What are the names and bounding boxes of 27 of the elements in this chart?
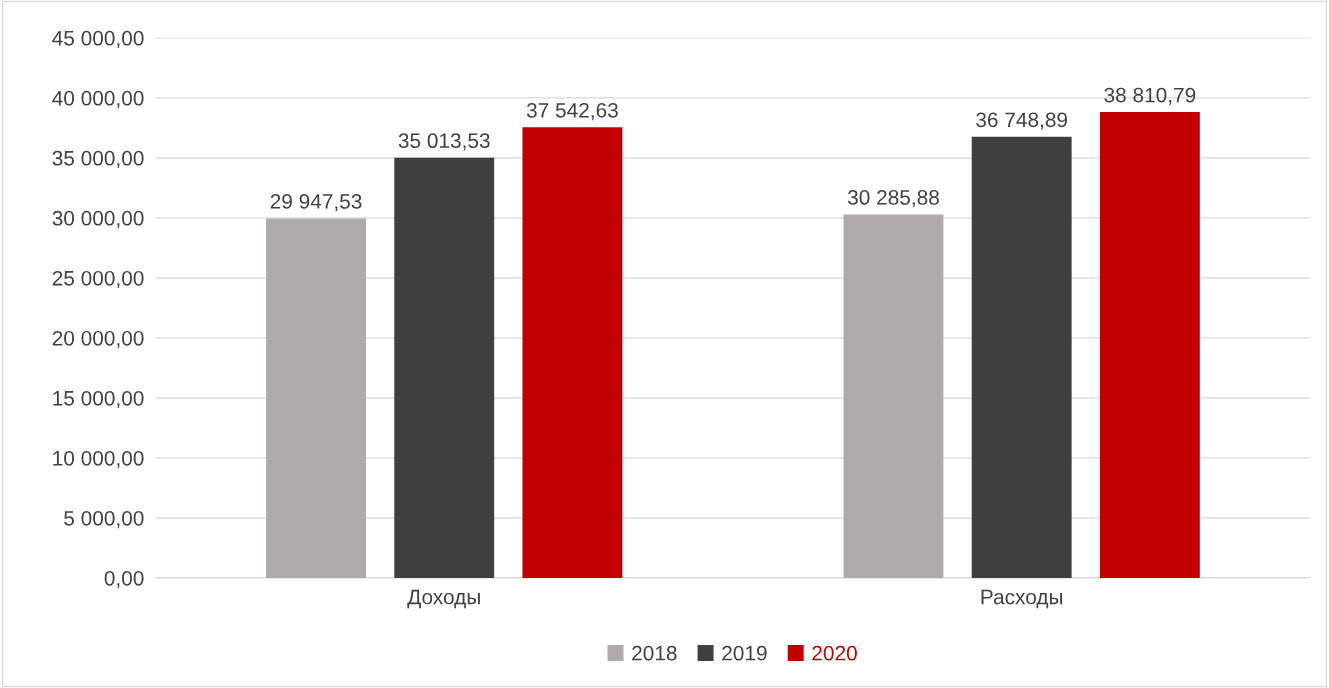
y-tick-label: 20 000,00 bbox=[52, 330, 144, 349]
y-tick-label: 0,00 bbox=[104, 570, 144, 589]
data-label: 35 013,53 bbox=[398, 133, 490, 151]
data-label: 37 542,63 bbox=[526, 102, 618, 121]
bar bbox=[522, 127, 623, 578]
y-tick-label: 40 000,00 bbox=[52, 90, 144, 109]
bar bbox=[394, 157, 495, 578]
data-label: 30 285,88 bbox=[847, 190, 939, 208]
legend-label: 2018 bbox=[632, 645, 677, 661]
y-tick-label: 30 000,00 bbox=[52, 210, 144, 229]
y-tick-label: 5 000,00 bbox=[64, 510, 144, 529]
y-tick-label: 25 000,00 bbox=[52, 270, 144, 289]
legend-label: 2019 bbox=[722, 645, 767, 661]
legend-label: 2020 bbox=[812, 645, 857, 661]
data-label: 36 748,89 bbox=[976, 112, 1068, 130]
bar bbox=[1099, 112, 1200, 578]
x-tick-label: Расходы bbox=[981, 589, 1063, 609]
x-tick-label: Доходы bbox=[407, 589, 480, 609]
y-tick-label: 10 000,00 bbox=[53, 450, 144, 469]
bar bbox=[266, 218, 366, 578]
y-tick-label: 35 000,00 bbox=[52, 150, 144, 169]
bar bbox=[971, 136, 1072, 578]
bar bbox=[843, 214, 944, 578]
data-label: 38 810,79 bbox=[1104, 87, 1196, 105]
y-tick-label: 15 000,00 bbox=[53, 390, 144, 409]
data-label: 29 947,53 bbox=[270, 194, 362, 212]
y-tick-label: 45 000,00 bbox=[52, 30, 144, 49]
